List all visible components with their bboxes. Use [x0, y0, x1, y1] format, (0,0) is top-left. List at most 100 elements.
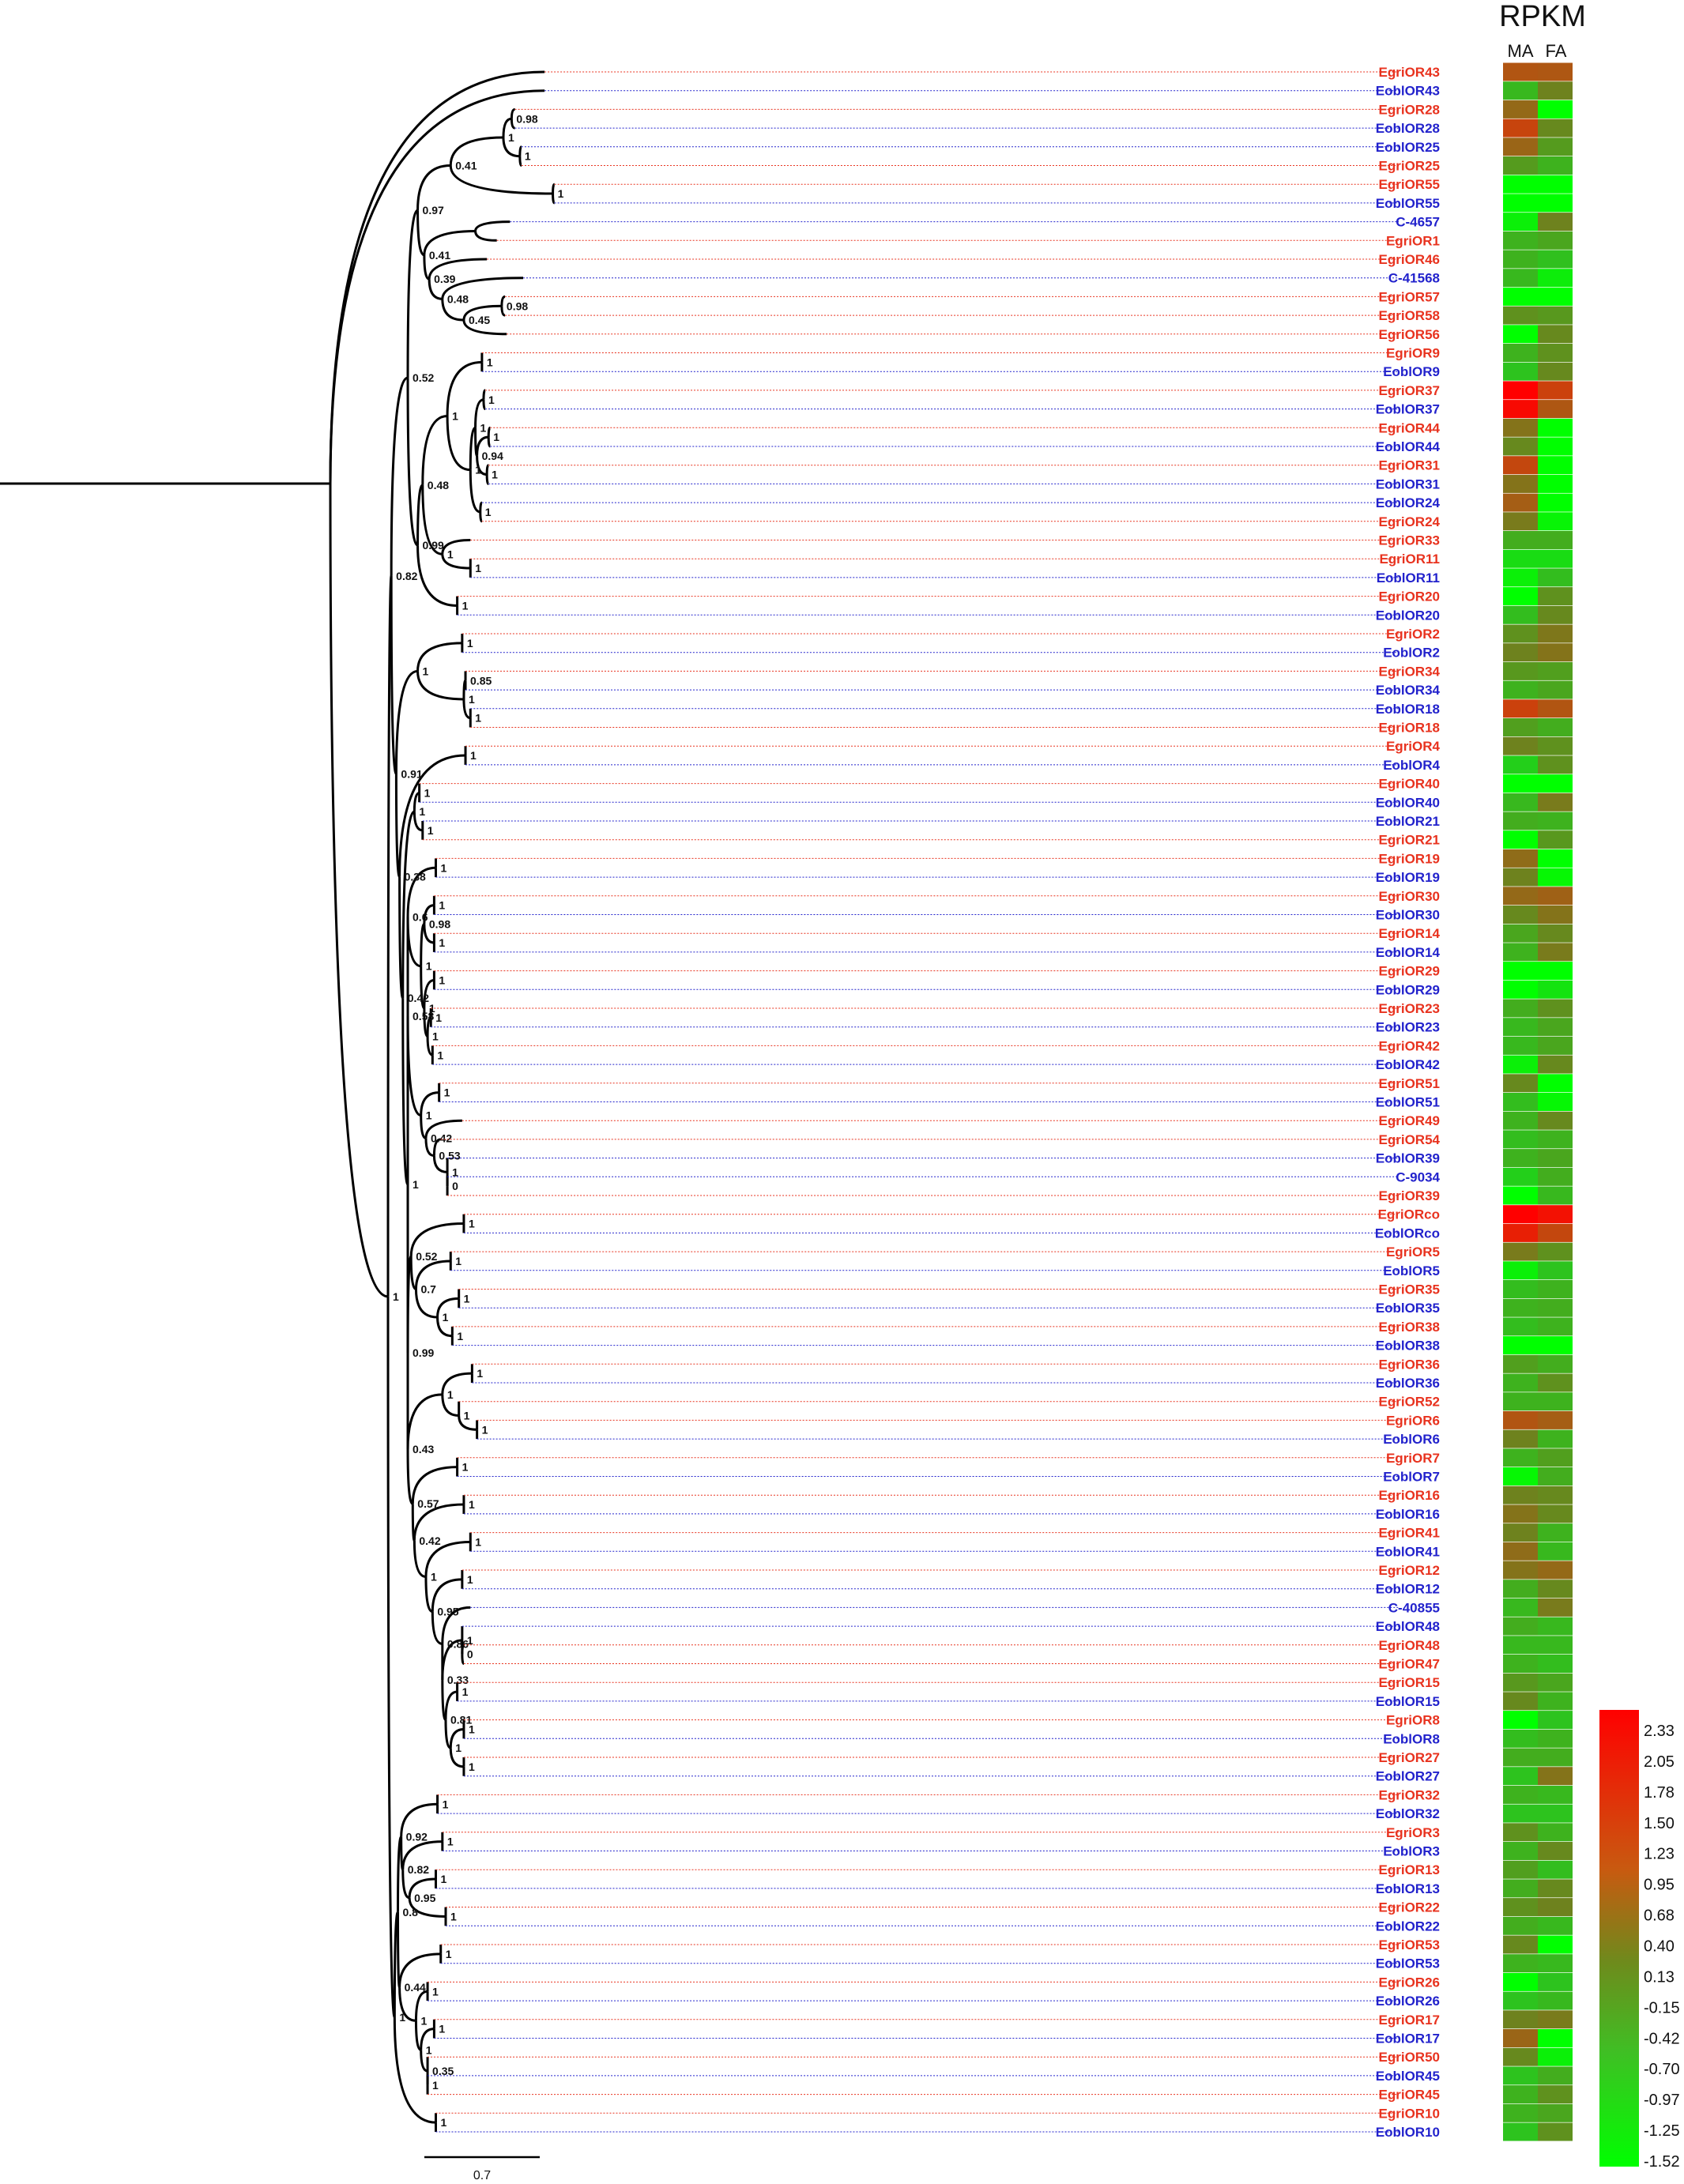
- taxon-label: EoblOR4: [1383, 758, 1440, 773]
- tree-branch: [431, 1578, 462, 1612]
- taxon-label: EgriOR12: [1379, 1563, 1440, 1578]
- support-value: 1: [467, 1573, 473, 1586]
- taxon-label: EgriOR16: [1379, 1488, 1440, 1503]
- heat-cell-fa: [1538, 1767, 1573, 1786]
- heat-cell-fa: [1538, 344, 1573, 362]
- tree-branch: [449, 1748, 465, 1768]
- support-value: 0.98: [507, 299, 528, 312]
- taxon-label: EgriOR57: [1379, 289, 1440, 304]
- taxon-label: EgriOR19: [1379, 851, 1440, 866]
- heat-cell-fa: [1538, 643, 1573, 662]
- heat-cell-fa: [1538, 306, 1573, 325]
- taxon-label: EoblOR42: [1376, 1057, 1440, 1072]
- taxon-label: EgriOR29: [1379, 964, 1440, 979]
- heat-cell-fa: [1538, 1935, 1573, 1954]
- heat-cell-ma: [1503, 1748, 1538, 1767]
- heat-cell-fa: [1538, 1280, 1573, 1298]
- tree-branch: [449, 136, 504, 166]
- heat-cell-ma: [1503, 1280, 1538, 1298]
- taxon-label: EoblOR38: [1376, 1339, 1440, 1354]
- support-value: 0.85: [470, 674, 492, 687]
- heat-cell-ma: [1503, 811, 1538, 830]
- heat-cell-ma: [1503, 1018, 1538, 1037]
- support-value: 0.42: [419, 1534, 440, 1547]
- heat-cell-ma: [1503, 830, 1538, 849]
- heat-cell-fa: [1538, 1223, 1573, 1242]
- heat-cell-fa: [1538, 325, 1573, 344]
- support-value: 1: [423, 665, 429, 677]
- support-value: 1: [440, 1873, 446, 1885]
- taxon-label: EgriOR8: [1386, 1713, 1440, 1728]
- taxon-label: EoblOR36: [1376, 1376, 1440, 1391]
- support-value: 0.41: [429, 249, 450, 262]
- tree-leaf-branch: [329, 89, 545, 484]
- support-value: 0.38: [405, 871, 426, 883]
- support-value: 1: [428, 824, 434, 837]
- support-value: 0.7: [420, 1283, 436, 1296]
- heat-cell-ma: [1503, 1860, 1538, 1879]
- taxon-label: EoblOR15: [1376, 1694, 1440, 1709]
- heat-cell-ma: [1503, 2047, 1538, 2066]
- tree-branch: [329, 483, 389, 1298]
- tree-leaf-branch: [461, 1644, 465, 1655]
- tree-branch: [398, 1987, 416, 2022]
- taxon-label: EoblOR39: [1376, 1151, 1440, 1166]
- heat-cell-ma: [1503, 1448, 1538, 1467]
- heat-cell-ma: [1503, 437, 1538, 456]
- tree-branch: [436, 1297, 459, 1318]
- heat-cell-fa: [1538, 587, 1573, 606]
- heat-cell-ma: [1503, 1655, 1538, 1673]
- heat-cell-fa: [1538, 624, 1573, 643]
- taxon-label: EoblOR9: [1383, 364, 1440, 379]
- heat-cell-fa: [1538, 1298, 1573, 1317]
- heat-cell-ma: [1503, 400, 1538, 419]
- heat-cell-fa: [1538, 287, 1573, 306]
- heat-cell-fa: [1538, 250, 1573, 269]
- taxon-label: EgriOR55: [1379, 177, 1440, 192]
- tree-branch: [444, 1690, 458, 1720]
- taxon-label: EoblOR40: [1376, 795, 1440, 810]
- heat-cell-fa: [1538, 1692, 1573, 1711]
- tree-branch: [414, 1289, 438, 1319]
- taxon-label: EoblOR28: [1376, 121, 1440, 136]
- heat-cell-fa: [1538, 1205, 1573, 1224]
- support-value: 1: [437, 1049, 443, 1061]
- taxon-label: EgriOR40: [1379, 777, 1440, 792]
- heat-cell-fa: [1538, 437, 1573, 456]
- taxon-label: EoblOR23: [1376, 1020, 1440, 1035]
- heat-cell-ma: [1503, 287, 1538, 306]
- tree-leaf-branch: [482, 399, 486, 411]
- tree-leaf-branch: [552, 194, 556, 205]
- taxon-label: EgriOR20: [1379, 589, 1440, 604]
- heat-cell-fa: [1538, 699, 1573, 718]
- support-value: 1: [464, 1292, 470, 1305]
- tree-branch: [400, 1802, 438, 1837]
- support-value: 0.82: [396, 570, 417, 582]
- taxon-label: EgriOR49: [1379, 1113, 1440, 1128]
- taxon-label: EoblOR44: [1376, 439, 1441, 454]
- tree-branch: [449, 165, 553, 195]
- heat-cell-fa: [1538, 493, 1573, 512]
- taxon-label: EgriOR32: [1379, 1787, 1440, 1802]
- heat-cell-fa: [1538, 474, 1573, 493]
- support-value: 1: [439, 2023, 445, 2035]
- heat-cell-ma: [1503, 1916, 1538, 1935]
- support-value: 1: [558, 187, 564, 200]
- taxon-label: EgriOR54: [1379, 1132, 1441, 1147]
- heat-cell-ma: [1503, 605, 1538, 624]
- support-value: 1: [464, 1409, 470, 1421]
- taxon-label: EoblOR27: [1376, 1769, 1440, 1784]
- tree-branch: [458, 1415, 477, 1431]
- support-value: 1: [455, 1255, 461, 1267]
- support-value: 1: [475, 1535, 481, 1548]
- support-value: 1: [432, 2079, 439, 2092]
- legend-tick-label: -0.42: [1644, 2030, 1680, 2047]
- support-value: 0.95: [414, 1892, 435, 1904]
- heat-cell-fa: [1538, 1673, 1573, 1692]
- support-value: 1: [492, 469, 498, 481]
- tree-branch: [408, 1897, 446, 1918]
- support-value: 1: [452, 409, 458, 422]
- tree-branch: [409, 1222, 464, 1257]
- heat-cell-ma: [1503, 906, 1538, 924]
- taxon-label: EgriOR34: [1379, 664, 1441, 679]
